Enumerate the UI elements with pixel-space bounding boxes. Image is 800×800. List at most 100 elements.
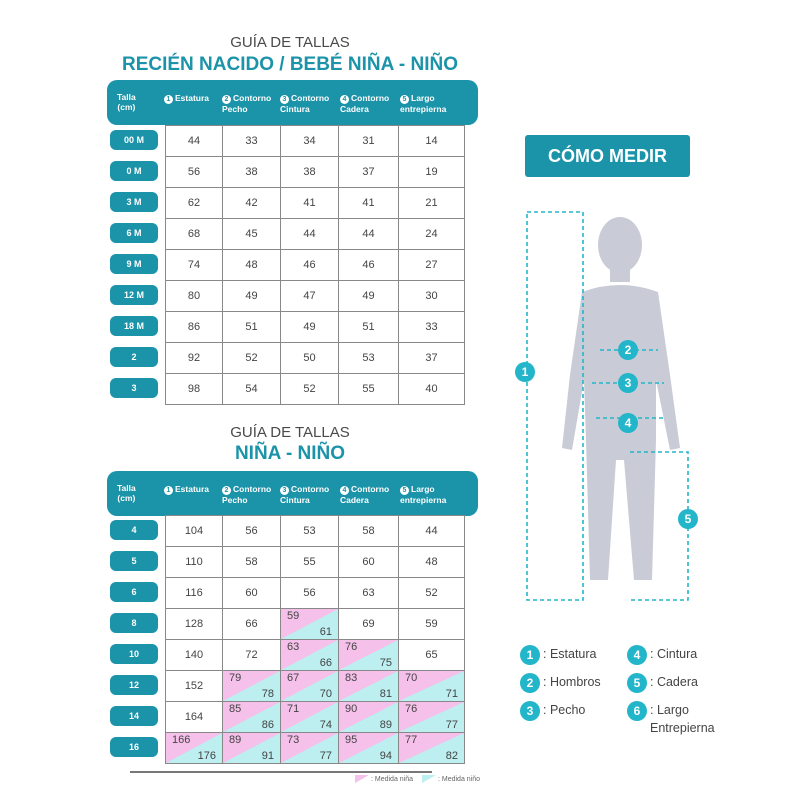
table-cell: 104 — [166, 516, 223, 547]
table-cell: 68 — [166, 219, 223, 250]
table-cell: 58 — [223, 547, 281, 578]
legend-label: : Cadera — [650, 675, 698, 689]
boy-value: 70 — [319, 688, 332, 700]
number-badge-icon: 3 — [280, 486, 289, 495]
girl-value: 95 — [345, 734, 358, 746]
number-badge-icon: 2 — [222, 95, 231, 104]
size-pill: 14 — [110, 706, 158, 726]
table-cell: 128 — [166, 609, 223, 640]
size-pill: 5 — [110, 551, 158, 571]
table1-header: Talla (cm) 1 Estatura 2 Contorno Pecho 3 Conto… — [107, 80, 478, 125]
table-cell: 74 — [166, 250, 223, 281]
boy-value: 82 — [445, 750, 458, 762]
table-cell: 98 — [166, 374, 223, 405]
table-cell: 73 77 — [281, 733, 339, 764]
table-cell: 66 — [223, 609, 281, 640]
number-badge-icon: 5 — [627, 673, 647, 693]
table-row: 74 48 46 46 27 — [166, 250, 465, 281]
legend-boy: : Medida niño — [422, 775, 480, 783]
size-pill: 9 M — [110, 254, 158, 274]
table-row: 116 60 56 63 52 — [166, 578, 465, 609]
table-cell: 14 — [399, 126, 465, 157]
divider — [130, 771, 432, 773]
table-cell: 45 — [223, 219, 281, 250]
boy-value: 86 — [261, 719, 274, 731]
table1-subtitle: GUÍA DE TALLAS — [230, 34, 350, 51]
header-col-label: Contorno Cintura — [280, 484, 330, 505]
table-cell: 58 — [339, 516, 399, 547]
boy-value: 91 — [261, 750, 274, 762]
table-cell: 80 — [166, 281, 223, 312]
boy-value: 78 — [261, 688, 274, 700]
header-col: 1 Estatura — [164, 484, 230, 495]
como-medir-banner: CÓMO MEDIR — [525, 135, 690, 177]
legend-label: : Pecho — [543, 703, 586, 717]
marker-1: 1 — [515, 362, 535, 382]
table-cell: 152 — [166, 671, 223, 702]
size-pill: 3 — [110, 378, 158, 398]
size-pill: 3 M — [110, 192, 158, 212]
legend-label: : Largo Entrepierna — [650, 703, 715, 735]
boy-value: 94 — [379, 750, 392, 762]
number-badge-icon: 1 — [520, 645, 540, 665]
table-cell: 19 — [399, 157, 465, 188]
table-cell: 70 71 — [399, 671, 465, 702]
number-badge-icon: 2 — [520, 673, 540, 693]
boy-value: 89 — [379, 719, 392, 731]
number-badge-icon: 5 — [400, 95, 409, 104]
table-row: 140 72 63 66 76 75 65 — [166, 640, 465, 671]
legend-label: : Estatura — [543, 647, 597, 661]
girl-value: 83 — [345, 672, 358, 684]
child-figure-diagram — [526, 211, 689, 601]
size-pill: 6 — [110, 582, 158, 602]
girl-value: 71 — [287, 703, 300, 715]
table-cell: 48 — [399, 547, 465, 578]
boy-swatch — [422, 775, 436, 783]
header-col-label: Contorno Pecho — [222, 484, 272, 505]
table-cell: 63 — [339, 578, 399, 609]
girl-value: 90 — [345, 703, 358, 715]
table-cell: 49 — [223, 281, 281, 312]
table-row: 80 49 47 49 30 — [166, 281, 465, 312]
table-row: 44 33 34 31 14 — [166, 126, 465, 157]
table-cell: 38 — [223, 157, 281, 188]
header-col: 3 Contorno Cintura — [280, 93, 346, 114]
table-cell: 76 77 — [399, 702, 465, 733]
table-cell: 53 — [339, 343, 399, 374]
marker-5: 5 — [678, 509, 698, 529]
table-cell: 37 — [399, 343, 465, 374]
size-pill: 00 M — [110, 130, 158, 150]
table-cell: 42 — [223, 188, 281, 219]
table-cell: 85 86 — [223, 702, 281, 733]
table-cell: 90 89 — [339, 702, 399, 733]
table-cell: 49 — [281, 312, 339, 343]
legend-item: 6: Largo Entrepierna — [627, 701, 750, 737]
legend-label: : Hombros — [543, 675, 601, 689]
number-badge-icon: 5 — [400, 486, 409, 495]
table-cell: 89 91 — [223, 733, 281, 764]
table-cell: 44 — [339, 219, 399, 250]
table-cell: 55 — [281, 547, 339, 578]
table-cell: 46 — [281, 250, 339, 281]
legend-boy-label: : Medida niño — [438, 775, 481, 783]
table-cell: 56 — [281, 578, 339, 609]
header-col: 3 Contorno Cintura — [280, 484, 346, 505]
table-cell: 56 — [223, 516, 281, 547]
size-pill: 10 — [110, 644, 158, 664]
number-badge-icon: 2 — [222, 486, 231, 495]
header-col: 2 Contorno Pecho — [222, 484, 288, 505]
header-col-label: Largo entrepierna — [400, 484, 447, 505]
table-cell: 86 — [166, 312, 223, 343]
header-col: 2 Contorno Pecho — [222, 93, 288, 114]
table-cell: 41 — [339, 188, 399, 219]
table-cell: 59 61 — [281, 609, 339, 640]
table-cell: 51 — [339, 312, 399, 343]
table-cell: 33 — [399, 312, 465, 343]
number-badge-icon: 4 — [340, 486, 349, 495]
header-col-label: Estatura — [175, 484, 210, 494]
table-cell: 54 — [223, 374, 281, 405]
number-badge-icon: 1 — [164, 486, 173, 495]
girl-value: 76 — [345, 641, 358, 653]
table-cell: 47 — [281, 281, 339, 312]
boy-value: 66 — [319, 657, 332, 669]
